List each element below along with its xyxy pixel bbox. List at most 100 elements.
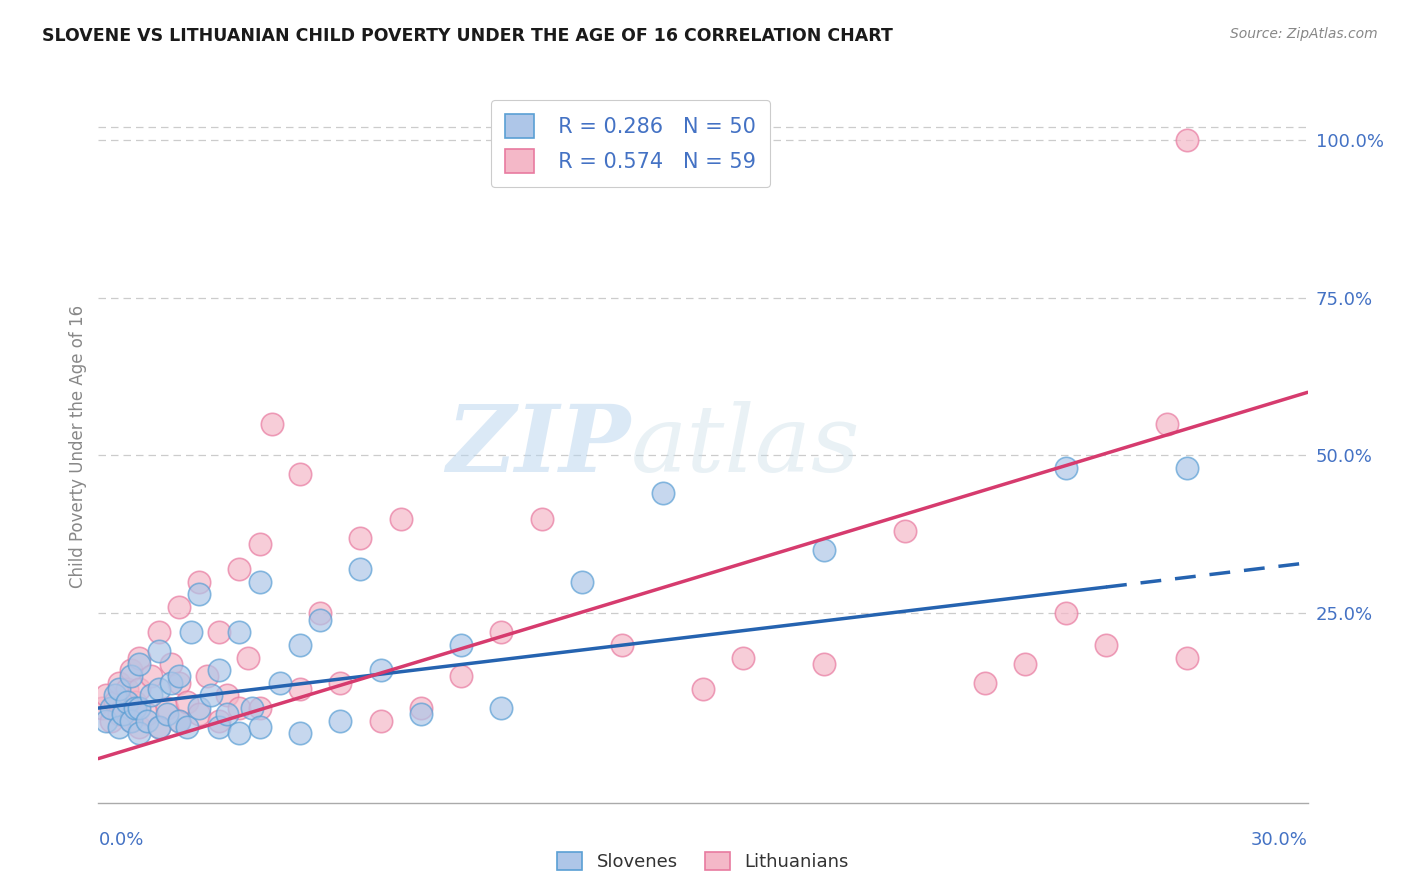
Point (893, 524, 915, 539)
Point (329, 675, 352, 690)
Point (260, 417, 283, 431)
Point (120, 663, 142, 677)
Point (217, 707, 239, 722)
Point (167, 714, 190, 728)
Point (156, 701, 179, 715)
Point (111, 707, 134, 722)
Point (217, 689, 239, 703)
Legend:   R = 0.286   N = 50,   R = 0.574   N = 59: R = 0.286 N = 50, R = 0.574 N = 59 (491, 100, 770, 187)
Point (148, 625, 170, 640)
Point (160, 675, 183, 690)
Point (120, 714, 142, 728)
Point (200, 689, 222, 703)
Point (288, 726, 311, 740)
Point (188, 707, 211, 722)
Point (370, 714, 392, 728)
Point (195, 669, 218, 683)
Point (188, 587, 211, 601)
Point (1175, 461, 1198, 475)
Text: atlas: atlas (630, 401, 860, 491)
Point (103, 689, 125, 703)
Point (120, 669, 142, 683)
Point (733, 650, 755, 665)
Point (571, 574, 593, 589)
Point (111, 701, 134, 715)
Point (1054, 607, 1077, 621)
Point (96, 714, 118, 728)
Point (128, 726, 150, 740)
Point (107, 682, 129, 697)
Text: SLOVENE VS LITHUANIAN CHILD POVERTY UNDER THE AGE OF 16 CORRELATION CHART: SLOVENE VS LITHUANIAN CHILD POVERTY UNDE… (42, 27, 893, 45)
Point (813, 543, 835, 558)
Point (249, 720, 271, 734)
Point (288, 682, 311, 697)
Point (139, 689, 162, 703)
Point (269, 675, 291, 690)
Point (135, 714, 157, 728)
Point (148, 720, 170, 734)
Point (124, 695, 146, 709)
Point (188, 701, 211, 715)
Point (160, 657, 183, 671)
Point (100, 714, 122, 728)
Point (236, 650, 259, 665)
Point (974, 675, 997, 690)
Point (409, 701, 432, 715)
Point (156, 707, 179, 722)
Point (249, 574, 271, 589)
Point (167, 600, 190, 615)
Point (288, 638, 311, 652)
Point (692, 682, 714, 697)
Point (349, 562, 371, 576)
Point (148, 644, 170, 658)
Y-axis label: Child Poverty Under the Age of 16: Child Poverty Under the Age of 16 (69, 304, 87, 588)
Point (91, 701, 114, 715)
Point (249, 701, 271, 715)
Point (329, 714, 352, 728)
Point (370, 663, 392, 677)
Point (228, 726, 250, 740)
Point (240, 701, 263, 715)
Point (309, 607, 332, 621)
Point (100, 701, 122, 715)
Point (491, 625, 513, 640)
Point (139, 669, 162, 683)
Point (128, 720, 150, 734)
Point (450, 638, 472, 652)
Point (1175, 650, 1198, 665)
Point (176, 720, 198, 734)
Text: ZIP: ZIP (446, 401, 630, 491)
Point (115, 695, 138, 709)
Point (208, 625, 231, 640)
Point (228, 625, 250, 640)
Point (107, 720, 129, 734)
Point (103, 695, 125, 709)
Point (167, 669, 190, 683)
Point (96, 689, 118, 703)
Point (1014, 657, 1036, 671)
Point (128, 657, 150, 671)
Point (128, 650, 150, 665)
Point (128, 682, 150, 697)
Point (1095, 638, 1118, 652)
Point (208, 663, 231, 677)
Point (389, 511, 412, 525)
Point (228, 562, 250, 576)
Point (135, 707, 157, 722)
Point (288, 467, 311, 482)
Point (148, 720, 170, 734)
Text: 0.0%: 0.0% (98, 831, 143, 849)
Point (115, 682, 138, 697)
Point (612, 638, 634, 652)
Point (309, 613, 332, 627)
Point (450, 669, 472, 683)
Point (208, 720, 231, 734)
Point (228, 701, 250, 715)
Point (491, 701, 513, 715)
Point (128, 701, 150, 715)
Text: Source: ZipAtlas.com: Source: ZipAtlas.com (1230, 27, 1378, 41)
Point (349, 531, 371, 545)
Point (651, 486, 673, 500)
Point (208, 714, 231, 728)
Point (124, 701, 146, 715)
